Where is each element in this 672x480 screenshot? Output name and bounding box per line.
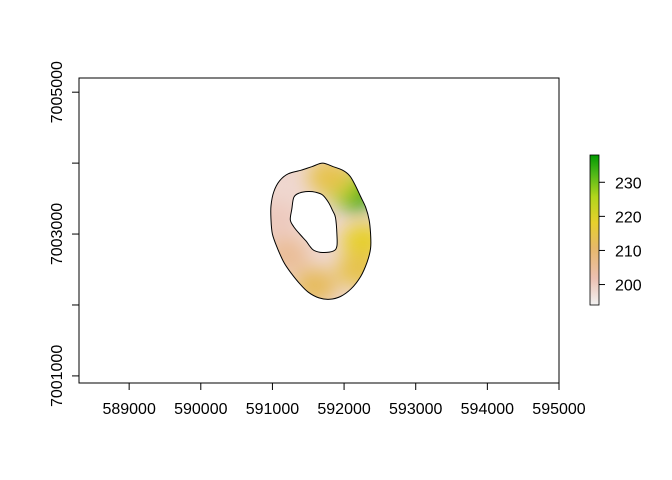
raster-hotspot [341, 223, 371, 260]
inner-boundary [289, 190, 338, 254]
y-tick-label: 7003000 [49, 203, 66, 265]
x-tick-label: 595000 [532, 401, 585, 418]
x-tick-label: 589000 [102, 401, 155, 418]
color-legend: 200 210 220 230 [589, 154, 642, 306]
x-tick-label: 593000 [389, 401, 442, 418]
y-axis: 7001000 7003000 7005000 [49, 61, 80, 407]
raster-hotspot [270, 201, 298, 238]
x-tick-label: 594000 [461, 401, 514, 418]
outer-boundary [270, 162, 372, 300]
x-tick-label: 590000 [174, 401, 227, 418]
y-tick-label: 7005000 [49, 61, 66, 123]
legend-tick-label: 220 [615, 209, 642, 226]
raster-hotspot [336, 251, 371, 288]
x-tick-label: 591000 [246, 401, 299, 418]
x-tick-label: 592000 [317, 401, 370, 418]
legend-tick-label: 200 [615, 278, 642, 295]
y-tick-label: 7001000 [49, 345, 66, 407]
legend-tick-label: 230 [615, 175, 642, 192]
legend-color-bar [589, 154, 600, 306]
x-axis: 589000 590000 591000 592000 593000 594000 5950… [102, 382, 586, 418]
raster-hotspot [293, 267, 338, 300]
legend-tick-label: 210 [615, 243, 642, 260]
boundary-layer [270, 162, 372, 300]
